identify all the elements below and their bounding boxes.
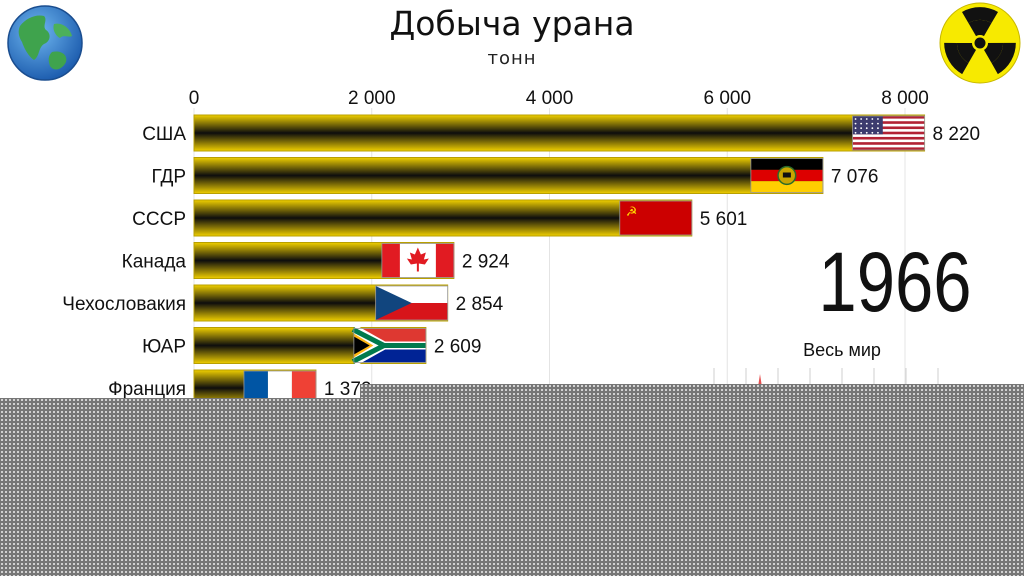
bar-usa xyxy=(193,114,926,152)
category-label: СССР xyxy=(132,209,186,230)
category-label: Франция xyxy=(108,379,186,400)
year-label: 1966 xyxy=(818,235,972,329)
flag-canada-icon xyxy=(381,243,455,278)
x-tick-label: 6 000 xyxy=(703,88,751,109)
chart-title: Добыча урана xyxy=(389,4,635,43)
x-tick-label: 4 000 xyxy=(526,88,574,109)
value-label: 1 372 xyxy=(324,379,372,400)
category-label: Чехословакия xyxy=(62,294,186,315)
chart-subtitle: тонн xyxy=(487,48,537,69)
flag-gdr-icon xyxy=(750,158,824,193)
category-label: Канада xyxy=(122,252,187,273)
radiation-icon xyxy=(939,2,1021,84)
x-tick-label: 8 000 xyxy=(881,88,929,109)
flag-south-africa-icon xyxy=(351,325,427,366)
bar-gdr xyxy=(193,157,824,194)
value-label: 7 076 xyxy=(831,167,879,188)
x-tick-label: 2 000 xyxy=(348,88,396,109)
value-label: 2 609 xyxy=(434,337,482,358)
globe-icon xyxy=(7,5,83,81)
category-label: ЮАР xyxy=(142,337,186,358)
svg-text:☭: ☭ xyxy=(626,205,638,220)
redacted-area xyxy=(0,398,1024,576)
value-label: 8 220 xyxy=(933,124,981,145)
value-label: 5 601 xyxy=(700,209,748,230)
value-label: 2 854 xyxy=(456,294,504,315)
flag-ussr-icon: ☭ xyxy=(619,200,693,236)
flag-usa-icon xyxy=(852,115,925,151)
category-label: ГДР xyxy=(151,167,186,188)
world-total-label: Весь мир xyxy=(803,340,881,360)
bar-ussr xyxy=(193,199,693,237)
flag-czechoslovakia-icon xyxy=(375,285,449,321)
x-tick-label: 0 xyxy=(189,88,200,109)
value-label: 2 924 xyxy=(462,252,510,273)
category-label: США xyxy=(142,124,186,145)
redacted-area xyxy=(360,384,1024,400)
